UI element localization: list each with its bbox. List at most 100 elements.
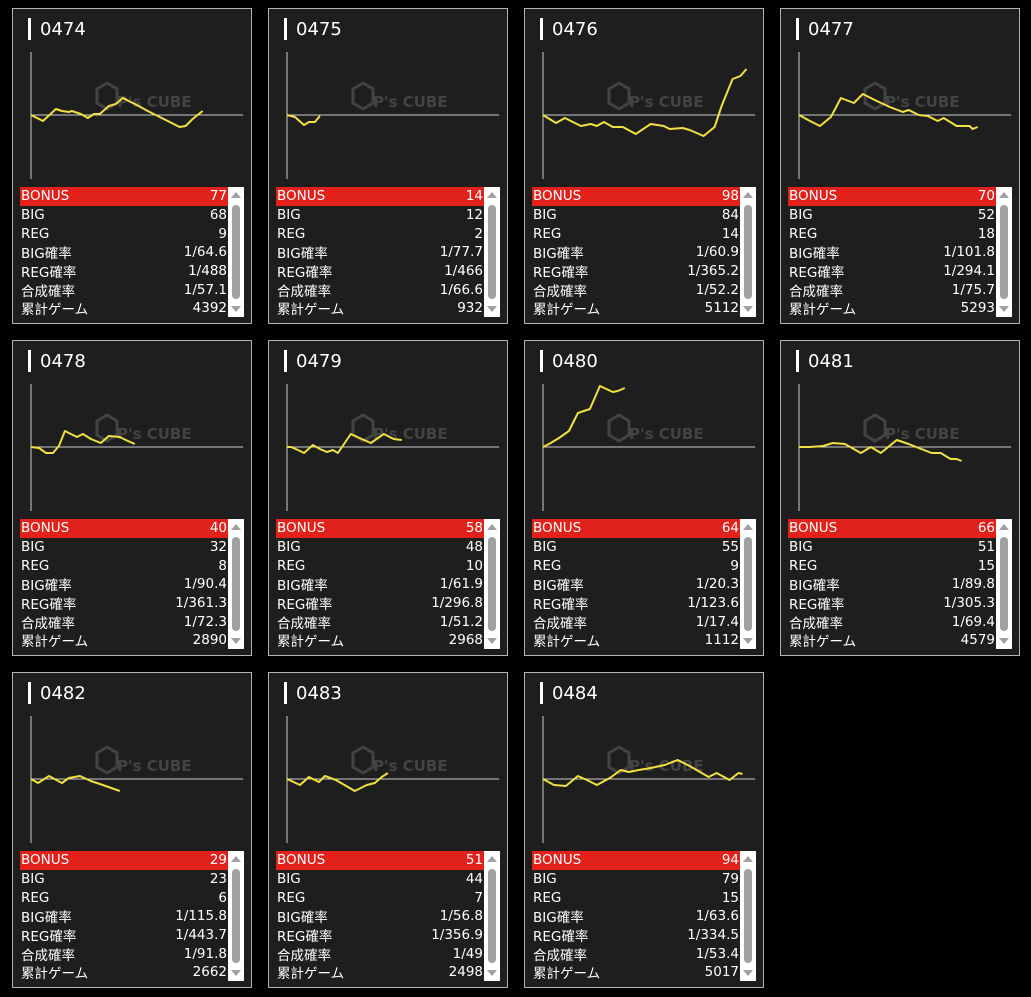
label: 合成確率	[21, 283, 75, 300]
machine-card[interactable]: 0475 P's CUBE BONUS 14 BIG 12 REG 2 BIG確率 1/…	[268, 8, 508, 324]
value: 1/75.7	[951, 281, 995, 298]
scroll-down-arrow-icon[interactable]	[231, 638, 241, 644]
slump-graph: P's CUBE	[30, 52, 243, 179]
scroll-down-arrow-icon[interactable]	[487, 638, 497, 644]
row-reg: REG 10	[276, 556, 484, 575]
scroll-up-arrow-icon[interactable]	[743, 192, 753, 198]
row-combined-rate: 合成確率 1/57.1	[20, 280, 228, 300]
value: 14	[721, 225, 739, 242]
scroll-thumb[interactable]	[488, 537, 496, 631]
scroll-up-arrow-icon[interactable]	[231, 524, 241, 530]
label: 累計ゲーム	[533, 302, 601, 319]
scroll-down-arrow-icon[interactable]	[743, 306, 753, 312]
scroll-up-arrow-icon[interactable]	[231, 192, 241, 198]
scrollbar[interactable]	[484, 851, 500, 981]
label: BIG	[277, 207, 301, 224]
row-combined-rate: 合成確率 1/51.2	[276, 612, 484, 632]
scroll-down-arrow-icon[interactable]	[231, 970, 241, 976]
value: 44	[465, 871, 483, 888]
scroll-thumb[interactable]	[232, 537, 240, 631]
scroll-thumb[interactable]	[488, 869, 496, 963]
row-total-games: 累計ゲーム 1112	[532, 631, 740, 650]
value: 1/115.8	[175, 908, 227, 925]
scrollbar[interactable]	[228, 187, 244, 317]
row-reg-rate: REG確率 1/334.5	[532, 926, 740, 945]
scrollbar[interactable]	[996, 519, 1012, 649]
scrollbar[interactable]	[740, 187, 756, 317]
machine-number: 0476	[552, 19, 598, 40]
scrollbar[interactable]	[996, 187, 1012, 317]
machine-card[interactable]: 0479 P's CUBE BONUS 58 BIG 48 REG 10 BIG確率 1…	[268, 340, 508, 656]
scroll-thumb[interactable]	[744, 869, 752, 963]
machine-card[interactable]: 0481 P's CUBE BONUS 66 BIG 51 REG 15 BIG確率 1…	[780, 340, 1020, 656]
machine-card[interactable]: 0482 P's CUBE BONUS 29 BIG 23 REG 6 BIG確率 1/…	[12, 672, 252, 988]
machine-card[interactable]: 0483 P's CUBE BONUS 51 BIG 44 REG 7 BIG確率 1/…	[268, 672, 508, 988]
slump-line	[287, 433, 402, 454]
scroll-thumb[interactable]	[744, 537, 752, 631]
label: REG	[277, 889, 306, 906]
row-big-rate: BIG確率 1/63.6	[532, 907, 740, 926]
label: REG確率	[21, 265, 77, 282]
label: 合成確率	[533, 947, 587, 964]
value: 29	[209, 852, 227, 869]
scroll-thumb[interactable]	[1000, 205, 1008, 299]
stats-table: BONUS 64 BIG 55 REG 9 BIG確率 1/20.3 REG確率 1/12…	[532, 519, 740, 650]
row-big-rate: BIG確率 1/101.8	[788, 243, 996, 262]
scroll-up-arrow-icon[interactable]	[487, 856, 497, 862]
scroll-up-arrow-icon[interactable]	[487, 192, 497, 198]
scroll-up-arrow-icon[interactable]	[231, 856, 241, 862]
scroll-up-arrow-icon[interactable]	[487, 524, 497, 530]
value: 4579	[960, 632, 995, 649]
scroll-thumb[interactable]	[488, 205, 496, 299]
label: 合成確率	[277, 947, 331, 964]
scrollbar[interactable]	[484, 519, 500, 649]
scroll-down-arrow-icon[interactable]	[487, 970, 497, 976]
scrollbar[interactable]	[228, 851, 244, 981]
row-reg: REG 7	[276, 888, 484, 907]
machine-card[interactable]: 0474 P's CUBE BONUS 77 BIG 68 REG 9 BIG確率 1/…	[12, 8, 252, 324]
scroll-down-arrow-icon[interactable]	[999, 306, 1009, 312]
scroll-thumb[interactable]	[1000, 537, 1008, 631]
title-accent	[28, 18, 31, 40]
scroll-up-arrow-icon[interactable]	[743, 856, 753, 862]
machine-card[interactable]: 0476 P's CUBE BONUS 98 BIG 84 REG 14 BIG確率 1…	[524, 8, 764, 324]
row-bonus: BONUS 58	[276, 519, 484, 538]
slump-line	[542, 759, 743, 787]
row-total-games: 累計ゲーム 5017	[532, 963, 740, 982]
value: 79	[721, 871, 739, 888]
label: REG確率	[21, 597, 77, 614]
row-reg-rate: REG確率 1/296.8	[276, 594, 484, 613]
scrollbar[interactable]	[228, 519, 244, 649]
label: REG	[277, 225, 306, 242]
scroll-down-arrow-icon[interactable]	[743, 970, 753, 976]
value: 1/488	[188, 263, 227, 280]
scrollbar[interactable]	[740, 519, 756, 649]
slump-line	[286, 114, 321, 126]
scroll-down-arrow-icon[interactable]	[999, 638, 1009, 644]
value: 68	[209, 207, 227, 224]
scroll-thumb[interactable]	[232, 205, 240, 299]
machine-card[interactable]: 0478 P's CUBE BONUS 40 BIG 32 REG 8 BIG確率 1/…	[12, 340, 252, 656]
scroll-thumb[interactable]	[744, 205, 752, 299]
scrollbar[interactable]	[484, 187, 500, 317]
title-accent	[796, 18, 799, 40]
row-big-rate: BIG確率 1/56.8	[276, 907, 484, 926]
scrollbar[interactable]	[740, 851, 756, 981]
scroll-down-arrow-icon[interactable]	[487, 306, 497, 312]
scroll-up-arrow-icon[interactable]	[999, 524, 1009, 530]
row-bonus: BONUS 14	[276, 187, 484, 206]
label: BIG確率	[277, 246, 328, 263]
value: 9	[730, 557, 739, 574]
scroll-thumb[interactable]	[232, 869, 240, 963]
row-reg: REG 6	[20, 888, 228, 907]
machine-card[interactable]: 0477 P's CUBE BONUS 70 BIG 52 REG 18 BIG確率 1…	[780, 8, 1020, 324]
scroll-down-arrow-icon[interactable]	[743, 638, 753, 644]
machine-card[interactable]: 0480 P's CUBE BONUS 64 BIG 55 REG 9 BIG確率 1/…	[524, 340, 764, 656]
label: BIG	[21, 207, 45, 224]
title-accent	[28, 350, 31, 372]
scroll-up-arrow-icon[interactable]	[743, 524, 753, 530]
machine-card[interactable]: 0484 P's CUBE BONUS 94 BIG 79 REG 15 BIG確率 1…	[524, 672, 764, 988]
row-total-games: 累計ゲーム 2498	[276, 963, 484, 982]
scroll-down-arrow-icon[interactable]	[231, 306, 241, 312]
scroll-up-arrow-icon[interactable]	[999, 192, 1009, 198]
